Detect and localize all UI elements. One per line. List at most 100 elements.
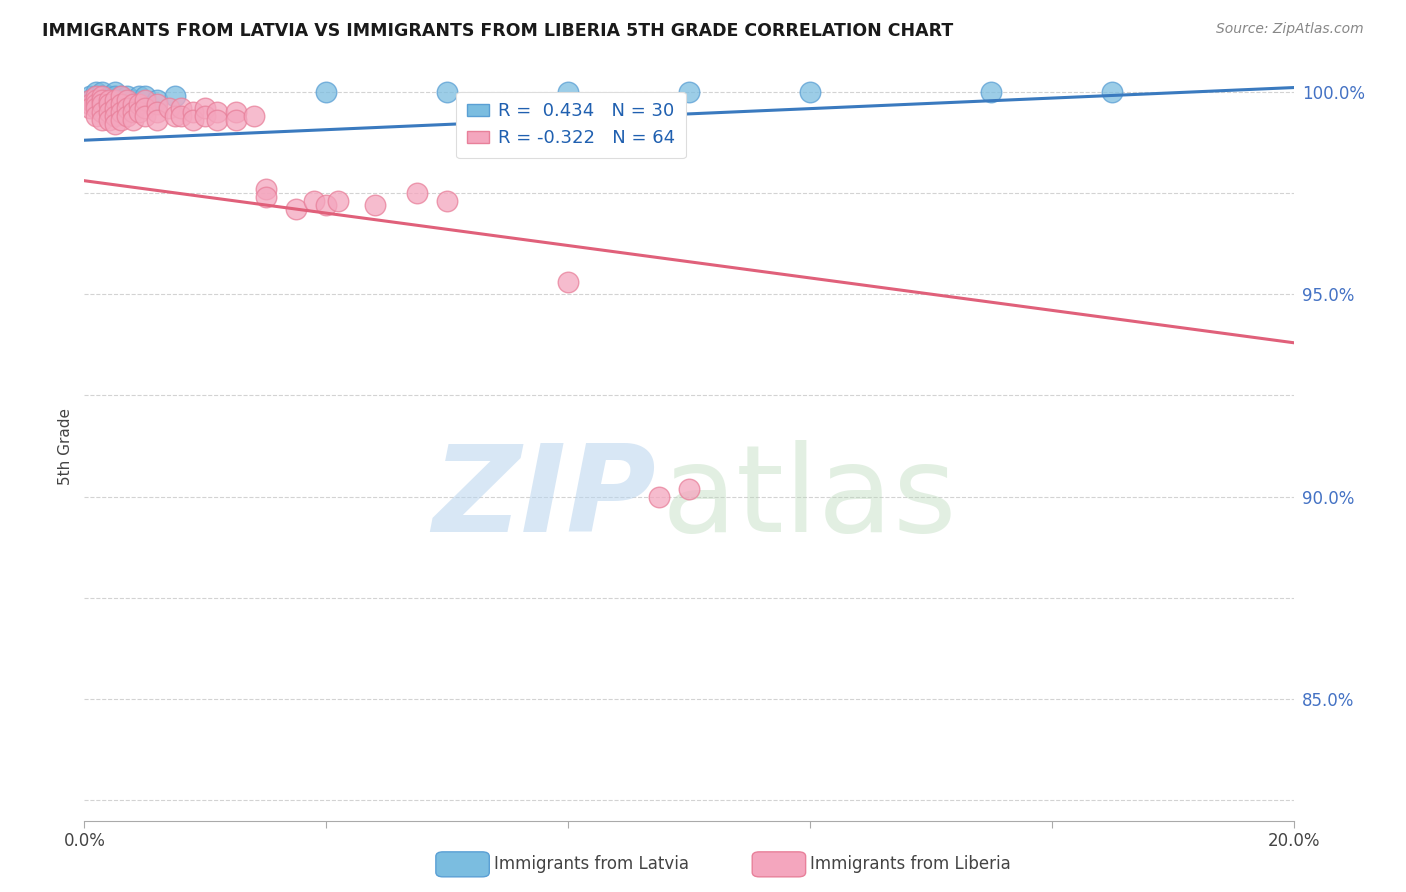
Point [980, 85, 1002, 99]
Point [121, 96, 143, 111]
Point [146, 104, 169, 119]
Point [146, 96, 169, 111]
Text: Source: ZipAtlas.com: Source: ZipAtlas.com [1216, 22, 1364, 37]
Point [110, 88, 132, 103]
Point [134, 109, 156, 123]
Point [207, 112, 229, 127]
Text: Immigrants from Latvia: Immigrants from Latvia [494, 855, 689, 873]
Point [181, 112, 204, 127]
Point [170, 109, 193, 123]
Point [86, 96, 108, 111]
Point [115, 93, 138, 107]
Point [242, 109, 264, 123]
Point [648, 490, 671, 504]
Point [104, 117, 127, 131]
Point [91, 96, 114, 111]
Point [194, 109, 217, 123]
Text: atlas: atlas [662, 440, 957, 557]
Point [121, 93, 143, 107]
Point [146, 93, 169, 107]
Point [302, 194, 325, 208]
Point [315, 85, 337, 99]
Point [121, 112, 143, 127]
Point [194, 101, 217, 115]
Point [406, 186, 429, 200]
Point [91, 104, 114, 119]
Point [86, 93, 108, 107]
Point [165, 88, 187, 103]
Point [104, 93, 127, 107]
Y-axis label: 5th Grade: 5th Grade [58, 408, 73, 484]
Point [165, 109, 187, 123]
Point [79, 93, 101, 107]
Point [1101, 85, 1123, 99]
Point [104, 85, 127, 99]
Point [315, 198, 337, 212]
Point [157, 101, 180, 115]
Point [86, 88, 108, 103]
Point [134, 93, 156, 107]
Point [91, 93, 114, 107]
Point [91, 85, 114, 99]
Point [86, 96, 108, 111]
Point [79, 93, 101, 107]
Point [91, 112, 114, 127]
Point [207, 104, 229, 119]
Point [128, 104, 150, 119]
Point [363, 198, 385, 212]
Point [225, 112, 247, 127]
Point [104, 88, 127, 103]
Point [436, 194, 458, 208]
Point [121, 104, 143, 119]
Point [134, 88, 156, 103]
Point [86, 93, 108, 107]
Point [104, 93, 127, 107]
Point [115, 101, 138, 115]
Point [115, 109, 138, 123]
Point [285, 202, 308, 216]
Point [97, 93, 120, 107]
Point [97, 112, 120, 127]
Point [91, 88, 114, 103]
Point [91, 96, 114, 111]
Point [557, 85, 579, 99]
Text: Immigrants from Liberia: Immigrants from Liberia [810, 855, 1011, 873]
Point [678, 482, 700, 496]
Point [97, 88, 120, 103]
Point [110, 96, 132, 111]
Point [110, 88, 132, 103]
Point [181, 104, 204, 119]
Point [110, 112, 132, 127]
Point [436, 85, 458, 99]
Point [86, 101, 108, 115]
Point [79, 88, 101, 103]
Point [254, 182, 277, 196]
Point [146, 112, 169, 127]
Point [86, 88, 108, 103]
Point [557, 275, 579, 289]
Point [110, 104, 132, 119]
Point [86, 109, 108, 123]
Point [110, 93, 132, 107]
Point [91, 88, 114, 103]
Point [115, 88, 138, 103]
Point [104, 109, 127, 123]
Point [134, 101, 156, 115]
Point [91, 93, 114, 107]
Point [97, 93, 120, 107]
Point [678, 85, 700, 99]
Point [225, 104, 247, 119]
Point [328, 194, 350, 208]
Point [97, 104, 120, 119]
Point [170, 101, 193, 115]
Legend: R =  0.434   N = 30, R = -0.322   N = 64: R = 0.434 N = 30, R = -0.322 N = 64 [456, 92, 686, 158]
Point [128, 88, 150, 103]
Point [254, 190, 277, 204]
Text: ZIP: ZIP [432, 440, 655, 557]
Point [86, 85, 108, 99]
Point [128, 96, 150, 111]
Point [104, 101, 127, 115]
Point [799, 85, 821, 99]
Text: IMMIGRANTS FROM LATVIA VS IMMIGRANTS FROM LIBERIA 5TH GRADE CORRELATION CHART: IMMIGRANTS FROM LATVIA VS IMMIGRANTS FRO… [42, 22, 953, 40]
Point [79, 96, 101, 111]
